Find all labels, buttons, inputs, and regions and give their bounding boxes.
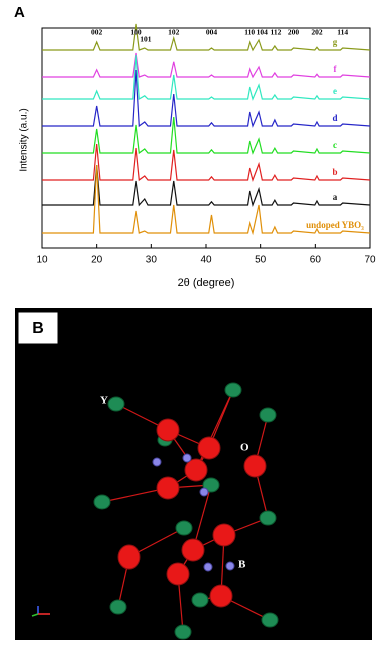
x-tick-label: 70 — [364, 255, 376, 266]
peak-label: 200 — [288, 28, 300, 37]
atom-label: B — [238, 559, 246, 571]
axis-triad — [31, 606, 50, 617]
series-label: b — [332, 167, 337, 177]
x-tick-label: 10 — [36, 255, 48, 266]
peak-label: 114 — [337, 28, 348, 37]
x-tick-label: 30 — [146, 255, 158, 266]
series-label: c — [333, 140, 337, 150]
panel-a: A 2θ (degree) Intensity (a.u.) 10 20 30 40 5… — [14, 4, 376, 289]
series-label: d — [332, 113, 337, 123]
peak-label: 004 — [206, 28, 218, 37]
plot-frame — [41, 27, 371, 249]
series-line — [42, 164, 371, 208]
peak-label: 102 — [168, 28, 180, 37]
series-line — [42, 52, 371, 79]
series-line — [42, 143, 371, 182]
y-atoms — [93, 382, 279, 640]
series-line — [42, 164, 371, 236]
series-label: e — [333, 86, 337, 96]
panel-b: B — [15, 308, 372, 640]
panel-label-box — [17, 311, 59, 345]
panel-label: A — [14, 4, 25, 21]
x-axis-label: 2θ (degree) — [178, 277, 235, 289]
peak-label: 104 — [257, 28, 269, 37]
b-atoms — [152, 453, 235, 572]
peak-label: 101 — [140, 35, 152, 44]
series-line — [42, 116, 371, 155]
o-atoms — [117, 418, 267, 608]
peak-label: 110 — [244, 28, 255, 37]
series-label: undoped YBO₃ — [306, 220, 364, 230]
y-axis-label: Intensity (a.u.) — [19, 108, 30, 171]
series-label: a — [333, 192, 338, 202]
atom-label: O — [240, 442, 249, 454]
series-label: f — [334, 64, 338, 74]
peak-label: 112 — [271, 28, 282, 37]
x-tick-label: 60 — [310, 255, 322, 266]
peak-label: 202 — [311, 28, 323, 37]
series-line — [42, 69, 371, 128]
x-tick-label: 50 — [255, 255, 267, 266]
series-label: g — [333, 37, 338, 47]
x-tick-label: 20 — [91, 255, 103, 266]
series-line — [42, 54, 371, 101]
panel-label: B — [32, 320, 44, 337]
peak-label: 002 — [91, 28, 103, 37]
peak-label: 100 — [130, 28, 142, 37]
series-line — [42, 23, 371, 52]
x-tick-label: 40 — [200, 255, 212, 266]
atom-label: Y — [100, 395, 108, 407]
